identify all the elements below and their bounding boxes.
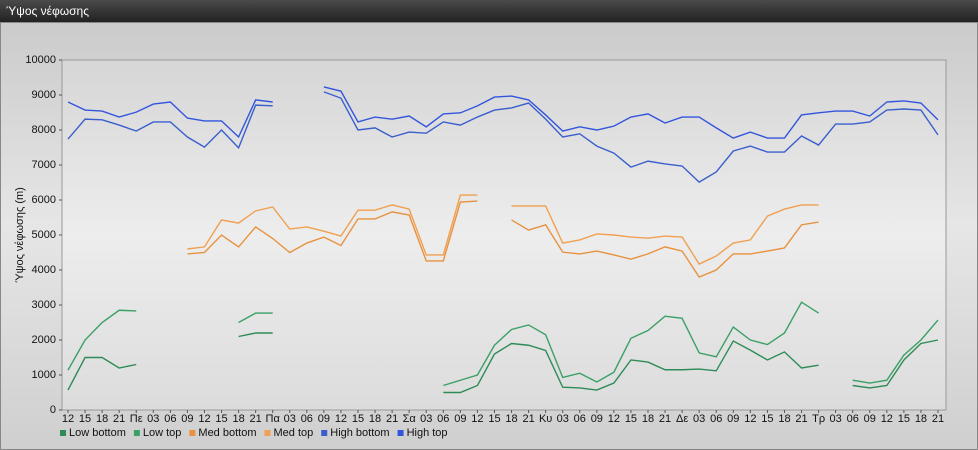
x-tick-label: 09 <box>727 413 739 425</box>
x-tick-label: 18 <box>915 413 927 425</box>
y-tick-label: 7000 <box>32 159 56 171</box>
x-tick-label: 21 <box>795 413 807 425</box>
x-tick-label: 12 <box>62 413 74 425</box>
legend-swatch <box>60 430 66 436</box>
y-tick-label: 4000 <box>32 264 56 276</box>
y-tick-label: 6000 <box>32 194 56 206</box>
x-tick-label: 12 <box>471 413 483 425</box>
x-tick-label: 18 <box>505 413 517 425</box>
x-tick-label: 18 <box>96 413 108 425</box>
legend-swatch <box>133 430 140 436</box>
y-tick-label: 2000 <box>32 334 56 346</box>
x-tick-label: 15 <box>79 413 91 425</box>
x-tick-label: 18 <box>232 413 244 425</box>
series-line <box>511 219 819 278</box>
x-tick-label: Σα <box>403 413 417 425</box>
series-line <box>323 86 939 139</box>
y-tick-label: 3000 <box>32 299 56 311</box>
legend-swatch <box>321 430 328 436</box>
y-tick-label: 8000 <box>32 124 56 136</box>
x-tick-label: 15 <box>352 413 364 425</box>
series-line <box>238 312 273 324</box>
x-tick-label: 03 <box>557 413 569 425</box>
series-line <box>323 91 939 184</box>
x-tick-label: Τρ <box>812 413 825 425</box>
series-line <box>67 99 273 139</box>
x-tick-label: 06 <box>710 413 722 425</box>
series-line <box>511 204 819 265</box>
x-tick-label: Πα <box>266 413 281 425</box>
x-tick-label: 18 <box>642 413 654 425</box>
series-line <box>238 332 273 338</box>
window-title: Ύψος νέφωσης <box>6 4 89 18</box>
series-line <box>67 309 137 371</box>
x-tick-label: 18 <box>778 413 790 425</box>
x-tick-label: 21 <box>250 413 262 425</box>
x-tick-label: Δε <box>676 413 688 425</box>
x-tick-label: 18 <box>369 413 381 425</box>
series-line <box>852 339 939 389</box>
y-tick-label: 10000 <box>25 54 56 66</box>
x-tick-label: 21 <box>522 413 534 425</box>
x-tick-label: 12 <box>198 413 210 425</box>
x-tick-label: 06 <box>301 413 313 425</box>
x-tick-label: 15 <box>488 413 500 425</box>
plot-area <box>61 59 947 411</box>
series-line <box>187 200 478 262</box>
legend-label: Med top <box>274 427 314 439</box>
x-tick-label: 03 <box>693 413 705 425</box>
x-tick-label: 06 <box>574 413 586 425</box>
y-axis-label: Ύψος νέφωσης (m) <box>14 187 26 283</box>
x-tick-label: 12 <box>335 413 347 425</box>
y-tick-label: 0 <box>50 404 56 416</box>
legend-label: Low bottom <box>69 427 126 439</box>
legend-label: Med bottom <box>198 427 256 439</box>
x-tick-label: 15 <box>625 413 637 425</box>
series-line <box>187 194 478 256</box>
x-tick-label: 12 <box>608 413 620 425</box>
series-line <box>67 104 273 150</box>
x-tick-label: 12 <box>881 413 893 425</box>
series-line <box>67 356 137 391</box>
x-tick-label: 03 <box>420 413 432 425</box>
x-tick-label: 03 <box>830 413 842 425</box>
x-tick-label: 15 <box>898 413 910 425</box>
x-tick-label: 06 <box>164 413 176 425</box>
x-tick-label: 09 <box>181 413 193 425</box>
x-tick-label: 21 <box>932 413 944 425</box>
legend-label: High top <box>407 427 448 439</box>
series-line <box>852 319 939 384</box>
x-tick-label: 06 <box>847 413 859 425</box>
x-tick-label: 03 <box>284 413 296 425</box>
x-tick-label: 09 <box>864 413 876 425</box>
title-bar <box>0 0 978 22</box>
x-tick-label: 09 <box>318 413 330 425</box>
x-tick-label: 15 <box>215 413 227 425</box>
x-tick-label: 21 <box>659 413 671 425</box>
y-tick-label: 1000 <box>32 369 56 381</box>
x-tick-label: 15 <box>761 413 773 425</box>
y-tick-label: 5000 <box>32 229 56 241</box>
legend-swatch <box>189 430 196 436</box>
series-line <box>443 301 819 387</box>
legend-label: Low top <box>143 427 182 439</box>
x-tick-label: Πε <box>130 413 143 425</box>
legend-label: High bottom <box>330 427 389 439</box>
x-tick-label: 12 <box>744 413 756 425</box>
x-tick-label: 06 <box>437 413 449 425</box>
x-tick-label: 09 <box>591 413 603 425</box>
y-tick-label: 9000 <box>32 89 56 101</box>
x-tick-label: 21 <box>113 413 125 425</box>
x-tick-label: 21 <box>386 413 398 425</box>
legend-swatch <box>264 430 271 436</box>
x-tick-label: 03 <box>147 413 159 425</box>
series-line <box>443 340 819 394</box>
legend-swatch <box>397 430 404 436</box>
x-tick-label: Κυ <box>539 413 552 425</box>
x-tick-label: 09 <box>454 413 466 425</box>
